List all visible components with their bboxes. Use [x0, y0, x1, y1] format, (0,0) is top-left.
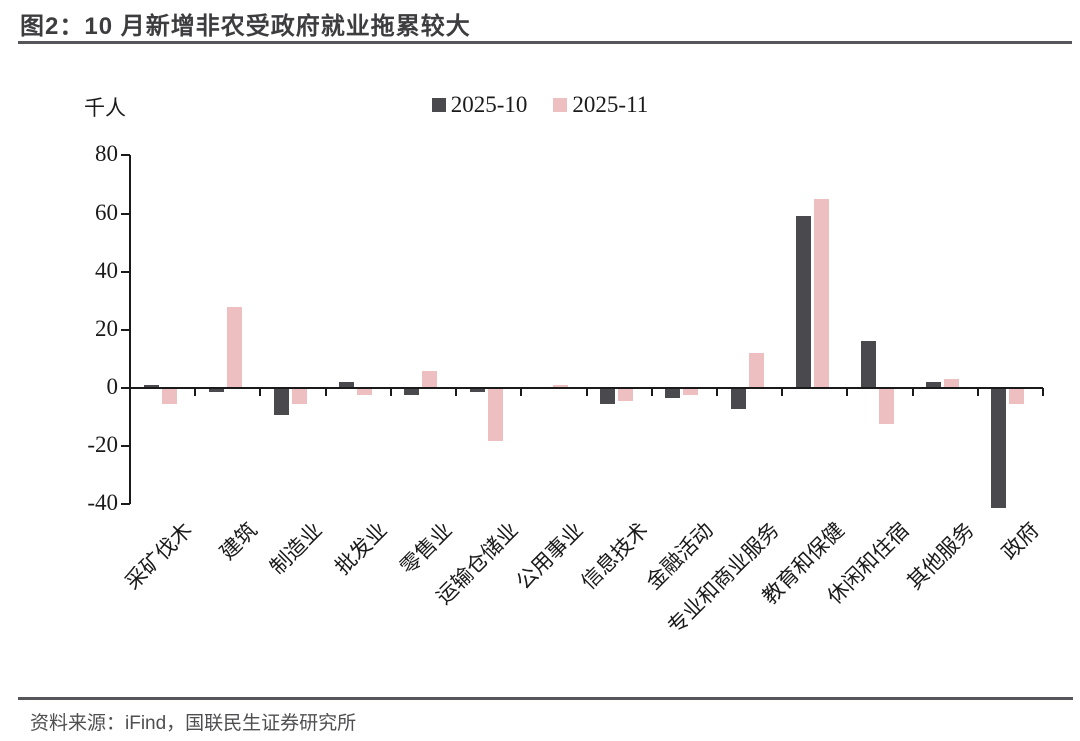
x-category-label: 公用事业 — [511, 517, 588, 595]
footer-rule — [18, 697, 1073, 700]
x-category-label: 其他服务 — [902, 517, 979, 595]
x-axis-tick — [715, 388, 718, 396]
bar-2025-11 — [813, 198, 829, 388]
bar-2025-11 — [878, 389, 894, 424]
bar-2025-11 — [487, 389, 503, 442]
x-category-label: 信息技术 — [576, 517, 653, 595]
bar-2025-10 — [208, 389, 224, 392]
x-category-label: 批发业 — [330, 517, 393, 580]
bar-2025-11 — [226, 306, 242, 388]
bar-2025-11 — [748, 353, 764, 388]
legend-swatch-icon — [553, 98, 568, 112]
x-axis-tick — [976, 388, 979, 396]
bar-2025-11 — [292, 389, 308, 404]
y-tick-label: -20 — [87, 432, 118, 458]
chart-legend: 2025-10 2025-11 — [0, 92, 1080, 118]
bar-2025-10 — [926, 382, 942, 388]
y-tick-label: 60 — [95, 199, 118, 225]
bar-2025-10 — [469, 389, 485, 392]
bar-2025-10 — [600, 389, 616, 404]
x-axis-tick — [324, 388, 327, 396]
y-tick — [121, 212, 130, 215]
y-tick — [121, 154, 130, 157]
legend-label: 2025-10 — [450, 92, 528, 117]
x-axis-tick — [1042, 388, 1044, 396]
bar-2025-11 — [1009, 389, 1025, 404]
bar-2025-10 — [730, 389, 746, 410]
bar-2025-10 — [991, 389, 1007, 509]
chart-title: 图2：10 月新增非农受政府就业拖累较大 — [20, 13, 471, 40]
bar-2025-11 — [944, 379, 960, 388]
x-axis-tick — [781, 388, 784, 396]
x-category-label: 建筑 — [214, 517, 262, 565]
bar-2025-10 — [404, 389, 420, 395]
y-tick-label: -40 — [87, 490, 118, 516]
x-category-label: 采矿伐木 — [120, 517, 197, 595]
legend-label: 2025-11 — [572, 92, 649, 117]
x-axis-tick — [259, 388, 262, 396]
legend-item: 2025-11 — [553, 92, 648, 118]
y-tick — [121, 503, 130, 506]
title-underline — [18, 41, 1072, 44]
x-axis-tick — [846, 388, 849, 396]
y-tick-label: 0 — [106, 374, 119, 399]
bar-2025-10 — [860, 341, 876, 388]
x-axis-tick — [911, 388, 914, 396]
x-axis-tick — [194, 388, 197, 396]
legend-item: 2025-10 — [431, 92, 528, 118]
y-tick — [121, 387, 130, 389]
bar-2025-11 — [552, 385, 568, 388]
y-tick-label: 20 — [95, 315, 118, 341]
y-axis-unit-label: 千人 — [84, 96, 126, 120]
bar-2025-11 — [357, 389, 373, 395]
x-category-label: 制造业 — [265, 517, 327, 580]
bar-2025-11 — [618, 389, 634, 401]
bar-2025-10 — [143, 385, 159, 388]
x-category-label: 政府 — [997, 517, 1045, 565]
bar-2025-10 — [795, 216, 811, 388]
bar-2025-10 — [665, 389, 681, 398]
x-axis-tick — [455, 388, 458, 396]
y-tick-label: 80 — [95, 141, 118, 167]
bar-2025-10 — [339, 382, 355, 388]
x-axis-tick — [585, 388, 588, 396]
legend-swatch-icon — [431, 98, 446, 112]
y-tick — [121, 328, 130, 331]
x-axis-tick — [650, 388, 653, 396]
bar-2025-10 — [274, 389, 290, 416]
bar-2025-11 — [683, 389, 699, 395]
bar-2025-11 — [422, 370, 438, 388]
y-tick — [121, 445, 130, 448]
y-tick — [121, 270, 130, 273]
x-axis-tick — [520, 388, 523, 396]
source-note: 资料来源：iFind，国联民生证券研究所 — [30, 713, 357, 734]
bar-2025-11 — [161, 389, 177, 404]
y-tick-label: 40 — [95, 257, 118, 283]
x-axis-line — [130, 387, 1043, 389]
x-axis-tick — [389, 388, 392, 396]
